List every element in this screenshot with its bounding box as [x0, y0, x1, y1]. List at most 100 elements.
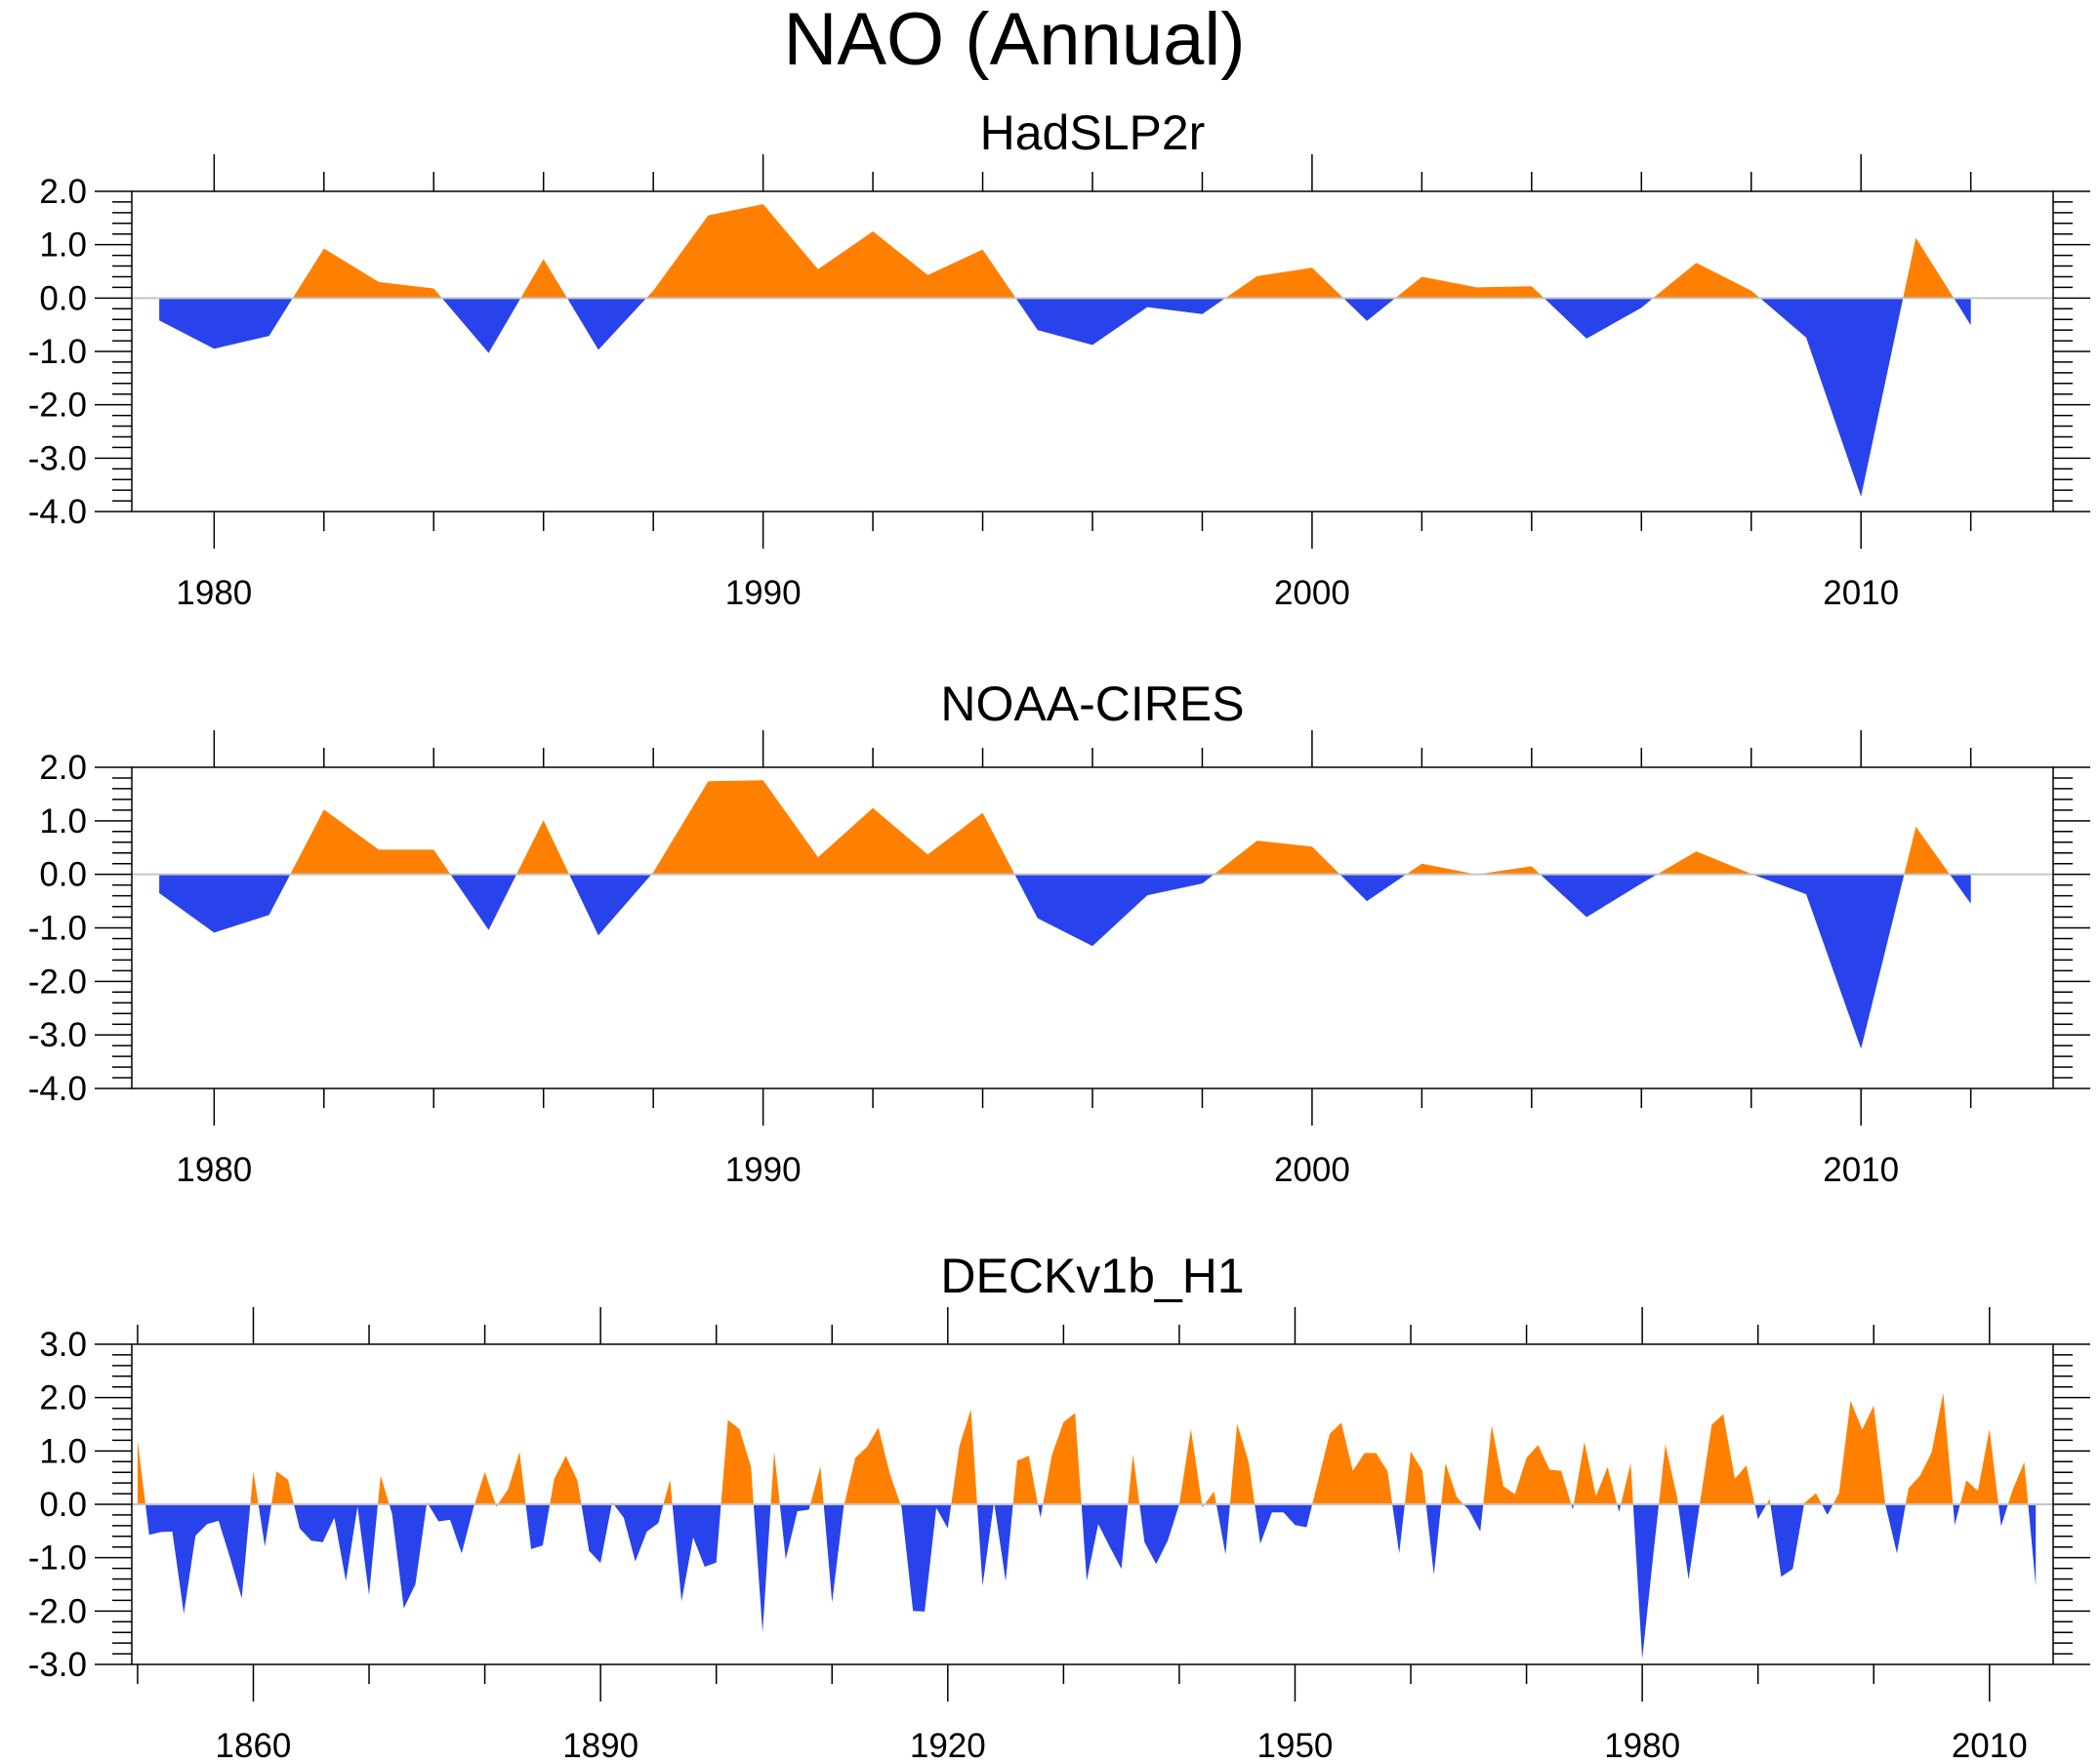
x-tick-label: 1950 — [1257, 1727, 1334, 1764]
negative-area — [1540, 874, 1658, 918]
positive-area — [1803, 1493, 1822, 1504]
positive-area — [520, 259, 567, 299]
positive-area — [1832, 1400, 1886, 1504]
negative-area — [1463, 1504, 1484, 1532]
negative-area — [145, 1504, 251, 1615]
positive-area — [663, 1479, 673, 1504]
positive-area — [250, 1471, 259, 1504]
y-tick-label: 2.0 — [39, 1379, 87, 1417]
negative-area — [823, 1504, 844, 1603]
negative-area — [566, 298, 647, 350]
positive-area — [770, 1451, 780, 1504]
positive-area — [1395, 276, 1544, 299]
panel-title: DECKv1b_H1 — [940, 1249, 1244, 1303]
negative-area — [1425, 1504, 1442, 1576]
positive-area — [1406, 863, 1541, 875]
negative-area — [1343, 298, 1396, 321]
positive-area — [497, 1452, 526, 1504]
negative-area — [1998, 1504, 2008, 1527]
positive-area — [1959, 1428, 1998, 1504]
positive-area — [1653, 263, 1760, 299]
y-tick-label: 0.0 — [39, 856, 87, 894]
positive-area — [474, 1471, 496, 1504]
negative-area — [1038, 1504, 1044, 1518]
figure-title: NAO (Annual) — [783, 0, 1245, 81]
negative-area — [1954, 298, 1971, 326]
positive-area — [646, 204, 1016, 299]
positive-area — [378, 1475, 390, 1504]
y-tick-label: -2.0 — [28, 387, 87, 425]
y-tick-label: 0.0 — [39, 1486, 87, 1524]
x-tick-label: 1990 — [725, 1151, 802, 1189]
x-tick-label: 1920 — [910, 1727, 986, 1764]
negative-area — [1081, 1504, 1129, 1581]
positive-area — [1657, 851, 1753, 875]
positive-area — [721, 1419, 754, 1504]
positive-area — [1178, 1428, 1203, 1504]
y-tick-label: 1.0 — [39, 1432, 87, 1470]
positive-area — [290, 809, 451, 875]
positive-area — [1903, 237, 1955, 299]
negative-area — [1754, 1504, 1767, 1520]
panel-deckv1b-h1: DECKv1b_H1 3.0 2.0 1.0 0.0 -1.0 -2.0 -3.0 1860 1… — [28, 1249, 2090, 1764]
positive-area — [550, 1456, 582, 1504]
y-tick-label: -3.0 — [28, 1016, 87, 1054]
positive-area — [1043, 1413, 1082, 1504]
negative-area — [1632, 1504, 1660, 1660]
x-tick-label: 2000 — [1274, 1151, 1350, 1189]
x-tick-label: 1980 — [176, 1151, 252, 1189]
positive-area — [844, 1427, 901, 1504]
x-tick-label: 2000 — [1274, 574, 1350, 612]
x-tick-label: 1980 — [176, 574, 252, 612]
negative-area — [753, 1504, 771, 1633]
y-tick-label: 2.0 — [39, 749, 87, 787]
y-tick-label: -3.0 — [28, 439, 87, 477]
negative-area — [1015, 298, 1226, 346]
y-tick-label: -1.0 — [28, 910, 87, 948]
negative-area — [1544, 298, 1654, 339]
negative-area — [1770, 1504, 1804, 1578]
negative-area — [1255, 1504, 1313, 1544]
positive-area — [651, 780, 1015, 875]
y-tick-label: -4.0 — [28, 493, 87, 531]
y-tick-label: 3.0 — [39, 1326, 87, 1364]
negative-area — [294, 1504, 378, 1595]
negative-area — [1953, 1504, 1960, 1526]
positive-area — [1229, 1423, 1256, 1504]
x-tick-label: 1980 — [1604, 1727, 1680, 1764]
positive-area — [1204, 1491, 1216, 1504]
negative-area — [1215, 1504, 1230, 1555]
positive-area — [1904, 826, 1951, 875]
negative-area — [1950, 874, 1971, 904]
negative-area — [994, 1504, 1013, 1581]
x-tick-label: 2010 — [1823, 574, 1899, 612]
positive-area — [1441, 1462, 1464, 1504]
negative-area — [2028, 1504, 2037, 1586]
y-tick-label: 2.0 — [39, 173, 87, 211]
positive-area — [1483, 1425, 1572, 1504]
panel-noaa-cires: NOAA-CIRES 2.0 1.0 0.0 -1.0 -2.0 -3.0 -4.0 1980… — [28, 677, 2090, 1189]
panel-title: NOAA-CIRES — [940, 677, 1244, 731]
x-tick-label: 1990 — [725, 574, 802, 612]
negative-area — [525, 1504, 551, 1549]
y-tick-label: -1.0 — [28, 333, 87, 371]
positive-area — [1214, 841, 1340, 875]
negative-area — [1571, 1504, 1574, 1510]
negative-area — [613, 1504, 664, 1562]
panel-title: HadSLP2r — [980, 105, 1206, 160]
negative-area — [1617, 1504, 1622, 1512]
negative-area — [1885, 1504, 1906, 1554]
y-tick-label: -1.0 — [28, 1539, 87, 1578]
x-tick-label: 2010 — [1952, 1727, 2028, 1764]
positive-area — [1700, 1414, 1755, 1504]
positive-area — [1621, 1462, 1633, 1504]
negative-area — [1677, 1504, 1700, 1580]
positive-area — [516, 820, 570, 875]
negative-area — [1014, 874, 1215, 947]
y-tick-label: 1.0 — [39, 226, 87, 265]
y-tick-label: 1.0 — [39, 802, 87, 841]
negative-area — [1752, 874, 1905, 1049]
negative-area — [159, 874, 291, 933]
positive-area — [1905, 1392, 1954, 1504]
positive-area — [1128, 1454, 1140, 1504]
